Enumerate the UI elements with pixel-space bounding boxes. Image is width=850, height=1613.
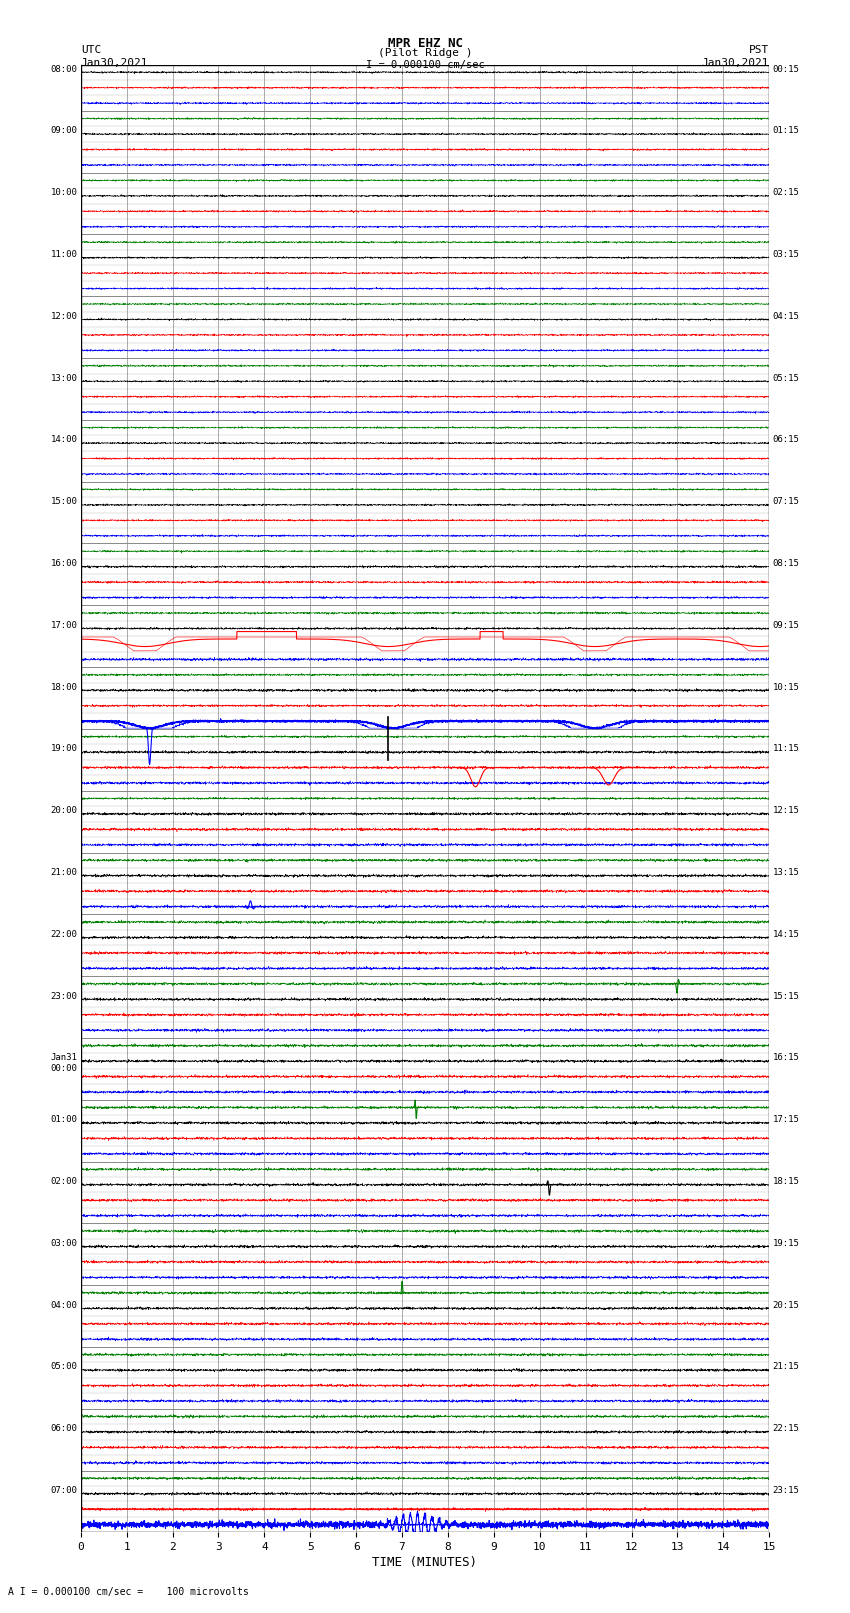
Text: 04:15: 04:15 <box>773 311 800 321</box>
Text: 06:15: 06:15 <box>773 436 800 444</box>
Text: 18:15: 18:15 <box>773 1177 800 1186</box>
Text: 12:15: 12:15 <box>773 806 800 815</box>
Text: 20:00: 20:00 <box>50 806 77 815</box>
Text: 18:00: 18:00 <box>50 682 77 692</box>
Text: 03:00: 03:00 <box>50 1239 77 1248</box>
Text: 09:15: 09:15 <box>773 621 800 629</box>
Text: 02:15: 02:15 <box>773 189 800 197</box>
Text: 21:15: 21:15 <box>773 1363 800 1371</box>
Text: 01:15: 01:15 <box>773 126 800 135</box>
Text: MPR EHZ NC: MPR EHZ NC <box>388 37 462 50</box>
Text: 23:00: 23:00 <box>50 992 77 1000</box>
Text: 00:15: 00:15 <box>773 65 800 74</box>
Text: 17:15: 17:15 <box>773 1115 800 1124</box>
Text: 08:15: 08:15 <box>773 560 800 568</box>
Text: A I = 0.000100 cm/sec =    100 microvolts: A I = 0.000100 cm/sec = 100 microvolts <box>8 1587 249 1597</box>
Text: 08:00: 08:00 <box>50 65 77 74</box>
Text: 05:15: 05:15 <box>773 374 800 382</box>
Text: 01:00: 01:00 <box>50 1115 77 1124</box>
Text: 19:15: 19:15 <box>773 1239 800 1248</box>
X-axis label: TIME (MINUTES): TIME (MINUTES) <box>372 1557 478 1569</box>
Text: 15:00: 15:00 <box>50 497 77 506</box>
Text: I = 0.000100 cm/sec: I = 0.000100 cm/sec <box>366 60 484 69</box>
Text: 21:00: 21:00 <box>50 868 77 877</box>
Text: 13:00: 13:00 <box>50 374 77 382</box>
Text: 09:00: 09:00 <box>50 126 77 135</box>
Text: 10:00: 10:00 <box>50 189 77 197</box>
Text: 11:15: 11:15 <box>773 744 800 753</box>
Text: UTC: UTC <box>81 45 101 55</box>
Text: 05:00: 05:00 <box>50 1363 77 1371</box>
Text: 02:00: 02:00 <box>50 1177 77 1186</box>
Text: (Pilot Ridge ): (Pilot Ridge ) <box>377 48 473 58</box>
Text: Jan30,2021: Jan30,2021 <box>81 58 148 68</box>
Text: 20:15: 20:15 <box>773 1300 800 1310</box>
Text: 15:15: 15:15 <box>773 992 800 1000</box>
Text: 07:00: 07:00 <box>50 1486 77 1495</box>
Text: 19:00: 19:00 <box>50 744 77 753</box>
Text: Jan31
00:00: Jan31 00:00 <box>50 1053 77 1073</box>
Text: 16:00: 16:00 <box>50 560 77 568</box>
Text: 03:15: 03:15 <box>773 250 800 260</box>
Text: 10:15: 10:15 <box>773 682 800 692</box>
Text: 22:00: 22:00 <box>50 929 77 939</box>
Text: 12:00: 12:00 <box>50 311 77 321</box>
Text: 06:00: 06:00 <box>50 1424 77 1434</box>
Text: 14:15: 14:15 <box>773 929 800 939</box>
Text: 17:00: 17:00 <box>50 621 77 629</box>
Text: 11:00: 11:00 <box>50 250 77 260</box>
Text: Jan30,2021: Jan30,2021 <box>702 58 769 68</box>
Text: 13:15: 13:15 <box>773 868 800 877</box>
Text: 23:15: 23:15 <box>773 1486 800 1495</box>
Text: 04:00: 04:00 <box>50 1300 77 1310</box>
Text: 14:00: 14:00 <box>50 436 77 444</box>
Text: 16:15: 16:15 <box>773 1053 800 1063</box>
Text: PST: PST <box>749 45 769 55</box>
Text: 22:15: 22:15 <box>773 1424 800 1434</box>
Text: 07:15: 07:15 <box>773 497 800 506</box>
